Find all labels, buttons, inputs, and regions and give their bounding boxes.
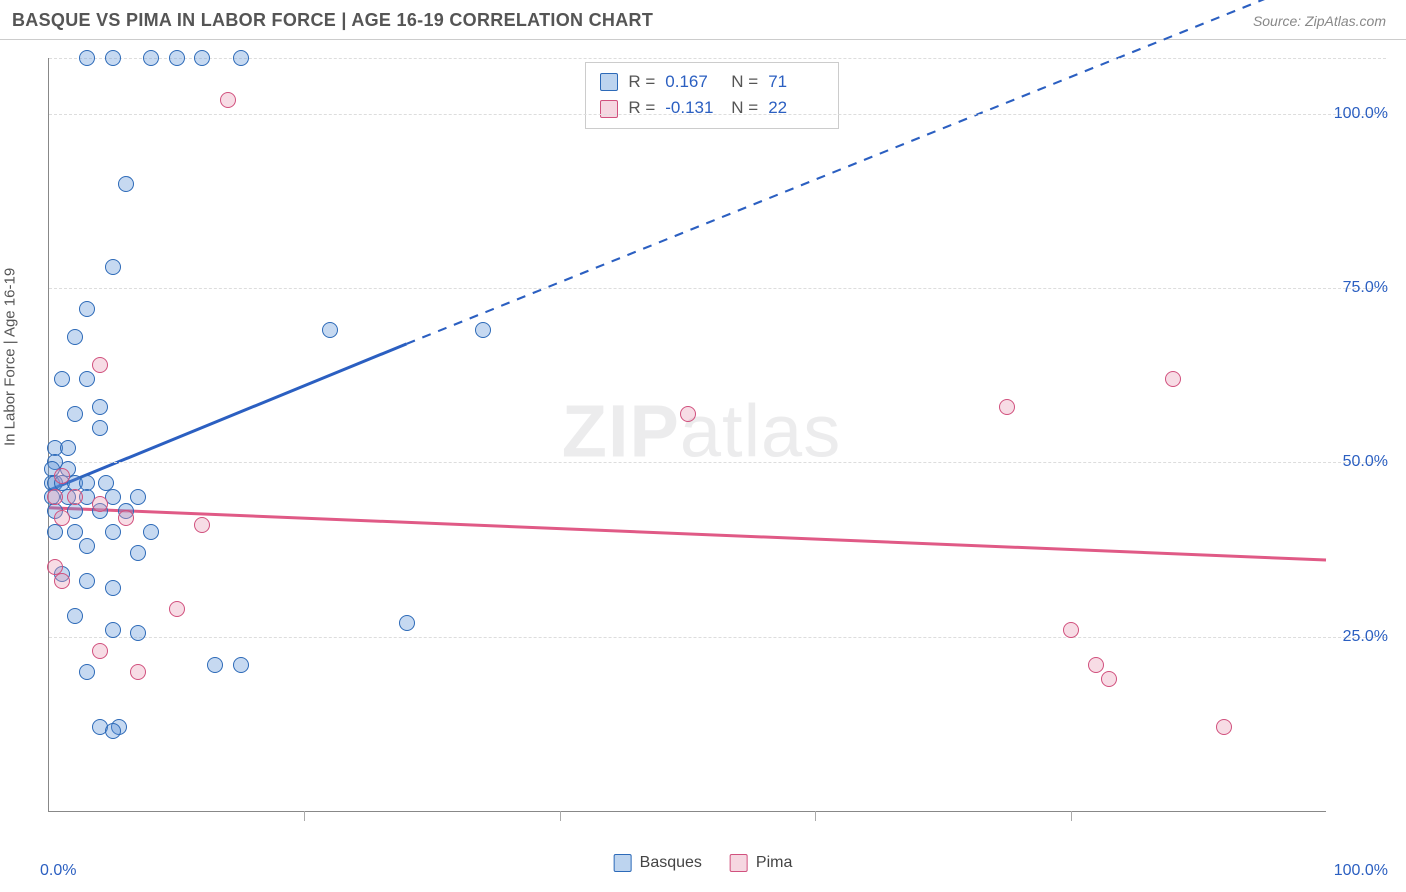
- data-point: [92, 357, 108, 373]
- data-point: [105, 580, 121, 596]
- data-point: [92, 496, 108, 512]
- data-point: [105, 622, 121, 638]
- data-point: [118, 176, 134, 192]
- gridline: [49, 114, 1386, 115]
- data-point: [54, 573, 70, 589]
- source-attribution: Source: ZipAtlas.com: [1253, 13, 1386, 29]
- legend-item: Basques: [614, 854, 702, 872]
- data-point: [399, 615, 415, 631]
- trend-lines-layer: [49, 58, 1326, 811]
- legend-swatch-icon: [614, 854, 632, 872]
- data-point: [322, 322, 338, 338]
- data-point: [130, 545, 146, 561]
- r-label: R =: [628, 69, 655, 95]
- scatter-plot-area: ZIPatlas R =0.167N =71R =-0.131N =22 25.…: [48, 58, 1326, 812]
- data-point: [194, 50, 210, 66]
- data-point: [233, 657, 249, 673]
- data-point: [169, 50, 185, 66]
- data-point: [220, 92, 236, 108]
- watermark-text: ZIPatlas: [562, 388, 841, 473]
- gridline: [49, 58, 1386, 59]
- n-label: N =: [731, 95, 758, 121]
- trend-line: [49, 508, 1326, 560]
- data-point: [1101, 671, 1117, 687]
- legend-label: Pima: [756, 854, 792, 872]
- data-point: [92, 643, 108, 659]
- data-point: [54, 510, 70, 526]
- data-point: [92, 399, 108, 415]
- y-axis-label: In Labor Force | Age 16-19: [2, 268, 19, 446]
- data-point: [79, 538, 95, 554]
- data-point: [67, 489, 83, 505]
- data-point: [207, 657, 223, 673]
- data-point: [92, 420, 108, 436]
- data-point: [233, 50, 249, 66]
- x-tick-mark: [304, 811, 305, 821]
- data-point: [79, 573, 95, 589]
- data-point: [194, 517, 210, 533]
- data-point: [47, 489, 63, 505]
- data-point: [130, 664, 146, 680]
- data-point: [130, 625, 146, 641]
- gridline: [49, 288, 1386, 289]
- legend-item: Pima: [730, 854, 792, 872]
- r-label: R =: [628, 95, 655, 121]
- x-tick-min: 0.0%: [40, 862, 76, 880]
- data-point: [79, 301, 95, 317]
- x-tick-mark: [560, 811, 561, 821]
- data-point: [1088, 657, 1104, 673]
- data-point: [67, 524, 83, 540]
- data-point: [67, 608, 83, 624]
- correlation-legend-box: R = 0.167 N = 71 R = -0.131 N = 22: [585, 62, 839, 129]
- gridline: [49, 462, 1386, 463]
- chart-title: BASQUE VS PIMA IN LABOR FORCE | AGE 16-1…: [12, 10, 653, 31]
- data-point: [1216, 719, 1232, 735]
- data-point: [105, 50, 121, 66]
- data-point: [1063, 622, 1079, 638]
- data-point: [169, 601, 185, 617]
- data-point: [475, 322, 491, 338]
- correlation-row: R = -0.131 N = 22: [600, 95, 824, 121]
- data-point: [79, 664, 95, 680]
- data-point: [118, 510, 134, 526]
- data-point: [680, 406, 696, 422]
- series-legend: Basques Pima: [614, 854, 793, 872]
- data-point: [105, 723, 121, 739]
- y-tick-label: 25.0%: [1343, 628, 1388, 646]
- n-value: 71: [768, 69, 824, 95]
- legend-label: Basques: [640, 854, 702, 872]
- data-point: [54, 371, 70, 387]
- x-tick-mark: [1071, 811, 1072, 821]
- chart-header: BASQUE VS PIMA IN LABOR FORCE | AGE 16-1…: [0, 0, 1406, 40]
- data-point: [67, 406, 83, 422]
- data-point: [67, 329, 83, 345]
- n-label: N =: [731, 69, 758, 95]
- x-tick-max: 100.0%: [1334, 862, 1388, 880]
- legend-swatch-icon: [730, 854, 748, 872]
- data-point: [143, 524, 159, 540]
- data-point: [105, 259, 121, 275]
- data-point: [143, 50, 159, 66]
- y-tick-label: 75.0%: [1343, 279, 1388, 297]
- trend-line-dashed: [407, 0, 1326, 344]
- data-point: [1165, 371, 1181, 387]
- gridline: [49, 637, 1386, 638]
- y-tick-label: 50.0%: [1343, 453, 1388, 471]
- r-value: -0.131: [665, 95, 721, 121]
- data-point: [54, 468, 70, 484]
- x-tick-mark: [815, 811, 816, 821]
- data-point: [130, 489, 146, 505]
- n-value: 22: [768, 95, 824, 121]
- data-point: [47, 524, 63, 540]
- data-point: [79, 371, 95, 387]
- correlation-row: R = 0.167 N = 71: [600, 69, 824, 95]
- y-tick-label: 100.0%: [1334, 105, 1388, 123]
- data-point: [60, 440, 76, 456]
- data-point: [79, 50, 95, 66]
- data-point: [105, 524, 121, 540]
- series-swatch-icon: [600, 100, 618, 118]
- data-point: [999, 399, 1015, 415]
- r-value: 0.167: [665, 69, 721, 95]
- series-swatch-icon: [600, 73, 618, 91]
